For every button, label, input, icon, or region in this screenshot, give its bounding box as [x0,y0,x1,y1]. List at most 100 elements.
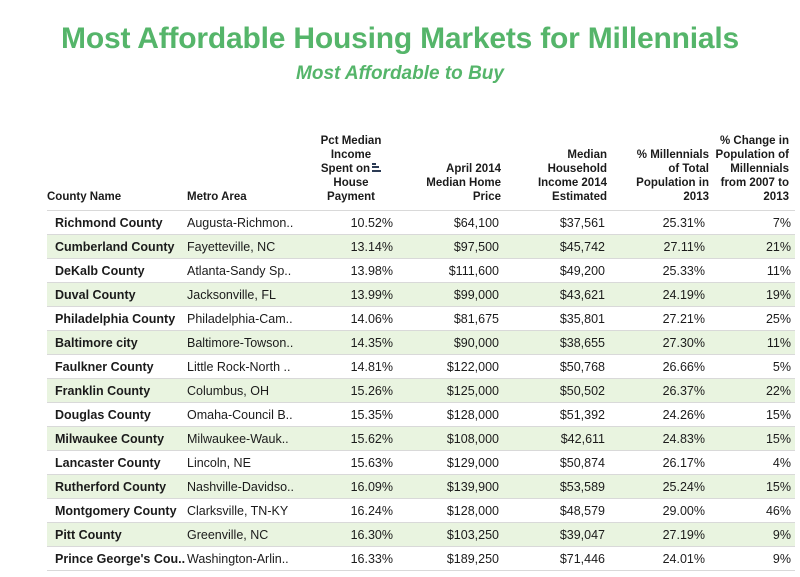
cell-household_income: $43,621 [507,282,613,307]
cell-pct_change: 11% [715,258,795,283]
table-row[interactable]: DeKalb County Atlanta-Sandy Sp.. 13.98% $11… [47,258,795,283]
cell-household_income: $39,047 [507,522,613,547]
cell-county: Cumberland County [47,234,187,259]
table-row[interactable]: Milwaukee County Milwaukee-Wauk.. 15.62% $1… [47,426,795,451]
table-header: County Name Metro Area Pct Median Income S… [47,112,795,211]
cell-metro: Atlanta-Sandy Sp.. [187,258,305,283]
cell-metro: Milwaukee-Wauk.. [187,426,305,451]
cell-pct_millennials: 29.00% [613,498,715,523]
cell-pct_millennials: 27.30% [613,330,715,355]
housing-markets-table: County Name Metro Area Pct Median Income S… [47,112,795,571]
cell-household_income: $53,589 [507,474,613,499]
cell-pct_change: 4% [715,450,795,475]
cell-home_price: $128,000 [403,402,507,427]
cell-metro: Jacksonville, FL [187,282,305,307]
column-header-metro-area[interactable]: Metro Area [187,190,247,203]
cell-pct_millennials: 24.83% [613,426,715,451]
cell-pct_change: 46% [715,498,795,523]
cell-pct_income: 10.52% [305,210,403,235]
cell-home_price: $129,000 [403,450,507,475]
page-subtitle: Most Affordable to Buy [296,63,504,84]
table-row[interactable]: Philadelphia County Philadelphia-Cam.. 14.… [47,306,795,331]
cell-home_price: $97,500 [403,234,507,259]
cell-pct_income: 14.81% [305,354,403,379]
cell-metro: Clarksville, TN-KY [187,498,305,523]
column-header-median-home-price[interactable]: April 2014 Median Home Price [426,162,501,203]
cell-pct_millennials: 25.33% [613,258,715,283]
cell-pct_change: 21% [715,234,795,259]
table-row[interactable]: Prince George's Cou.. Washington-Arlin.. 1… [47,546,795,571]
cell-county: Duval County [47,282,187,307]
cell-metro: Greenville, NC [187,522,305,547]
cell-pct_income: 13.99% [305,282,403,307]
cell-pct_millennials: 26.37% [613,378,715,403]
table-row[interactable]: Cumberland County Fayetteville, NC 13.14% $… [47,234,795,259]
cell-pct_income: 15.62% [305,426,403,451]
cell-household_income: $37,561 [507,210,613,235]
cell-home_price: $125,000 [403,378,507,403]
table-row[interactable]: Duval County Jacksonville, FL 13.99% $99,00… [47,282,795,307]
cell-pct_income: 16.33% [305,546,403,571]
cell-pct_income: 15.35% [305,402,403,427]
cell-metro: Philadelphia-Cam.. [187,306,305,331]
cell-county: Franklin County [47,378,187,403]
cell-home_price: $99,000 [403,282,507,307]
cell-pct_millennials: 27.11% [613,234,715,259]
table-header-row: County Name Metro Area Pct Median Income S… [47,112,795,211]
cell-metro: Fayetteville, NC [187,234,305,259]
cell-pct_change: 9% [715,522,795,547]
cell-pct_millennials: 25.31% [613,210,715,235]
table-row[interactable]: Pitt County Greenville, NC 16.30% $103,250 $… [47,522,795,547]
cell-home_price: $189,250 [403,546,507,571]
cell-home_price: $81,675 [403,306,507,331]
sort-ascending-icon[interactable] [372,162,382,173]
cell-pct_millennials: 26.17% [613,450,715,475]
cell-pct_millennials: 24.26% [613,402,715,427]
table-row[interactable]: Baltimore city Baltimore-Towson.. 14.35% $9… [47,330,795,355]
cell-household_income: $49,200 [507,258,613,283]
cell-county: Rutherford County [47,474,187,499]
table-row[interactable]: Lancaster County Lincoln, NE 15.63% $129,00… [47,450,795,475]
table-row[interactable]: Montgomery County Clarksville, TN-KY 16.24… [47,498,795,523]
cell-household_income: $51,392 [507,402,613,427]
cell-county: Pitt County [47,522,187,547]
cell-home_price: $128,000 [403,498,507,523]
table-row[interactable]: Richmond County Augusta-Richmon.. 10.52% $6… [47,210,795,235]
cell-pct_millennials: 27.21% [613,306,715,331]
table-row[interactable]: Rutherford County Nashville-Davidso.. 16.0… [47,474,795,499]
column-header-pct-change-millennials[interactable]: % Change in Population of Millennials from … [715,134,789,203]
table-body: Richmond County Augusta-Richmon.. 10.52% $6… [47,210,795,571]
cell-pct_change: 15% [715,474,795,499]
cell-pct_change: 19% [715,282,795,307]
cell-metro: Little Rock-North .. [187,354,305,379]
cell-pct_income: 16.30% [305,522,403,547]
table-row[interactable]: Faulkner County Little Rock-North .. 14.81… [47,354,795,379]
cell-pct_income: 14.06% [305,306,403,331]
cell-household_income: $38,655 [507,330,613,355]
cell-home_price: $122,000 [403,354,507,379]
cell-pct_income: 15.63% [305,450,403,475]
cell-metro: Baltimore-Towson.. [187,330,305,355]
cell-household_income: $50,768 [507,354,613,379]
cell-pct_income: 16.09% [305,474,403,499]
table-row[interactable]: Douglas County Omaha-Council B.. 15.35% $12… [47,402,795,427]
cell-metro: Washington-Arlin.. [187,546,305,571]
page-title: Most Affordable Housing Markets for Mill… [61,22,739,55]
cell-county: Douglas County [47,402,187,427]
cell-pct_change: 15% [715,402,795,427]
column-header-median-household-income[interactable]: Median Household Income 2014 Estimated [537,148,607,203]
cell-pct_income: 16.24% [305,498,403,523]
cell-pct_change: 15% [715,426,795,451]
cell-household_income: $35,801 [507,306,613,331]
column-header-pct-median-income-label: Pct Median Income Spent on House Payment [320,134,382,203]
cell-pct_change: 7% [715,210,795,235]
cell-pct_change: 11% [715,330,795,355]
column-header-pct-median-income[interactable]: Pct Median Income Spent on House Payment [305,112,403,211]
cell-county: Lancaster County [47,450,187,475]
table-row[interactable]: Franklin County Columbus, OH 15.26% $125,00… [47,378,795,403]
cell-metro: Lincoln, NE [187,450,305,475]
cell-metro: Nashville-Davidso.. [187,474,305,499]
cell-household_income: $48,579 [507,498,613,523]
column-header-county-name[interactable]: County Name [47,190,122,203]
column-header-pct-millennials[interactable]: % Millennials of Total Population in 2013 [636,148,709,203]
